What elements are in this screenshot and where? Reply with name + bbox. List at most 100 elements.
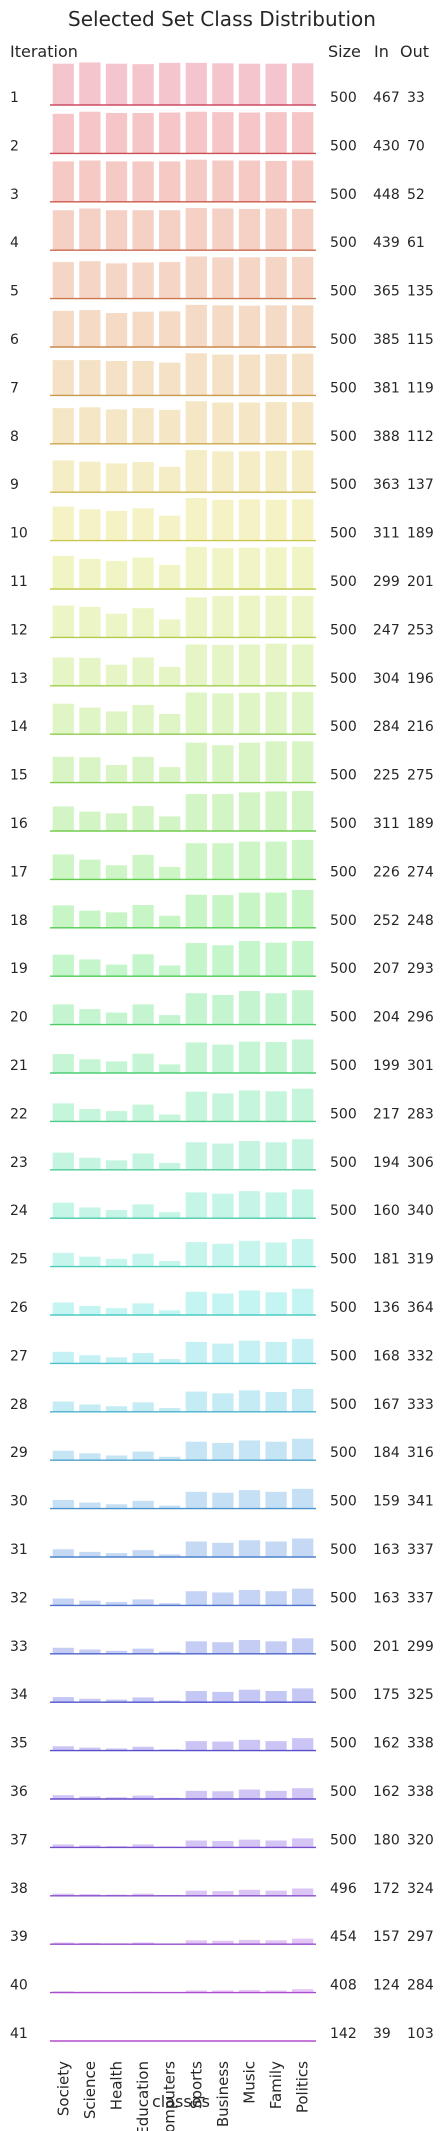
- size-value: 500: [330, 961, 357, 977]
- class-bar: [105, 1061, 128, 1073]
- in-value: 311: [373, 816, 400, 832]
- class-bar: [265, 1091, 287, 1122]
- out-value: 115: [407, 332, 434, 348]
- out-value: 299: [407, 1639, 434, 1655]
- in-value: 284: [373, 719, 400, 735]
- iteration-label: 12: [10, 622, 28, 638]
- class-bar: [159, 666, 181, 686]
- in-value: 311: [373, 526, 400, 542]
- class-bar: [238, 1041, 261, 1073]
- class-bar: [185, 1741, 207, 1751]
- class-bar: [238, 1090, 261, 1122]
- class-bar: [265, 741, 287, 783]
- class-bar: [265, 1192, 287, 1219]
- chart-title: Selected Set Class Distribution: [68, 7, 376, 31]
- in-value: 448: [373, 187, 400, 203]
- class-bar: [212, 1940, 234, 1945]
- class-bar: [132, 210, 154, 251]
- iteration-label: 34: [10, 1687, 28, 1703]
- class-bar: [132, 1599, 154, 1606]
- iteration-row: 14 500 284 216: [10, 692, 434, 735]
- class-bar: [105, 1504, 128, 1509]
- size-value: 500: [330, 332, 357, 348]
- class-bar: [265, 1890, 287, 1896]
- class-bar: [159, 965, 181, 977]
- class-bar: [159, 112, 181, 154]
- class-bar: [52, 806, 74, 831]
- class-bar: [105, 361, 128, 396]
- class-bar: [105, 664, 128, 686]
- class-bar: [132, 1204, 154, 1219]
- in-value: 226: [373, 864, 400, 880]
- x-tick-label: Sports: [187, 2061, 205, 2109]
- iteration-label: 19: [10, 961, 28, 977]
- class-bar: [52, 1746, 74, 1751]
- class-bar: [52, 703, 74, 735]
- iteration-label: 9: [10, 477, 19, 493]
- class-bar: [265, 841, 287, 880]
- class-bar: [159, 262, 181, 299]
- in-value: 363: [373, 477, 400, 493]
- class-bar: [265, 1990, 287, 1993]
- iteration-row: 37 500 180 320: [10, 1832, 434, 1848]
- class-bar: [132, 361, 154, 396]
- class-bar: [185, 111, 207, 154]
- class-bar: [185, 401, 207, 444]
- class-bar: [292, 644, 314, 686]
- class-bar: [52, 954, 74, 977]
- class-bar: [265, 354, 287, 396]
- class-bar: [265, 1741, 287, 1751]
- class-bar: [212, 945, 234, 977]
- class-bar: [212, 1891, 234, 1896]
- iteration-row: 10 500 311 189: [10, 498, 434, 542]
- in-value: 201: [373, 1639, 400, 1655]
- class-bar: [132, 1153, 154, 1170]
- size-value: 500: [330, 380, 357, 396]
- class-bar: [105, 711, 128, 735]
- class-bar: [212, 402, 234, 444]
- class-bar: [105, 1455, 128, 1461]
- in-value: 163: [373, 1542, 400, 1558]
- iteration-label: 15: [10, 768, 28, 784]
- class-bar: [212, 548, 234, 589]
- class-bar: [238, 112, 261, 154]
- class-bar: [159, 409, 181, 444]
- class-bar: [185, 1840, 207, 1848]
- size-value: 142: [330, 2026, 357, 2042]
- class-bar: [212, 794, 234, 831]
- size-value: 500: [330, 913, 357, 929]
- class-bar: [79, 111, 101, 154]
- out-value: 112: [407, 429, 434, 445]
- class-bar: [105, 63, 128, 105]
- class-bar: [292, 596, 314, 638]
- iteration-label: 36: [10, 1784, 28, 1800]
- class-bar: [185, 597, 207, 638]
- in-value: 252: [373, 913, 400, 929]
- iteration-row: 18 500 252 248: [10, 889, 434, 929]
- in-value: 247: [373, 622, 400, 638]
- class-bar: [292, 1088, 314, 1122]
- class-bar: [238, 547, 261, 589]
- size-value: 500: [330, 235, 357, 251]
- class-bar: [212, 112, 234, 154]
- class-bar: [265, 63, 287, 105]
- class-bar: [265, 547, 287, 589]
- class-bar: [79, 407, 101, 444]
- class-bar: [238, 892, 261, 928]
- class-bar: [265, 1940, 287, 1945]
- class-bar: [265, 692, 287, 735]
- class-bar: [185, 353, 207, 396]
- class-bar: [238, 792, 261, 831]
- class-bar: [265, 305, 287, 347]
- class-bar: [292, 1788, 314, 1799]
- size-value: 454: [330, 1929, 357, 1945]
- size-column-header: Size: [328, 42, 361, 61]
- iteration-label: 35: [10, 1736, 28, 1752]
- class-bar: [159, 515, 181, 541]
- iteration-label: 11: [10, 574, 28, 590]
- iteration-row: 30 500 159 341: [10, 1488, 434, 1510]
- class-bar: [132, 1004, 154, 1025]
- iteration-label: 27: [10, 1348, 28, 1364]
- class-bar: [105, 561, 128, 589]
- class-bar: [238, 1589, 261, 1606]
